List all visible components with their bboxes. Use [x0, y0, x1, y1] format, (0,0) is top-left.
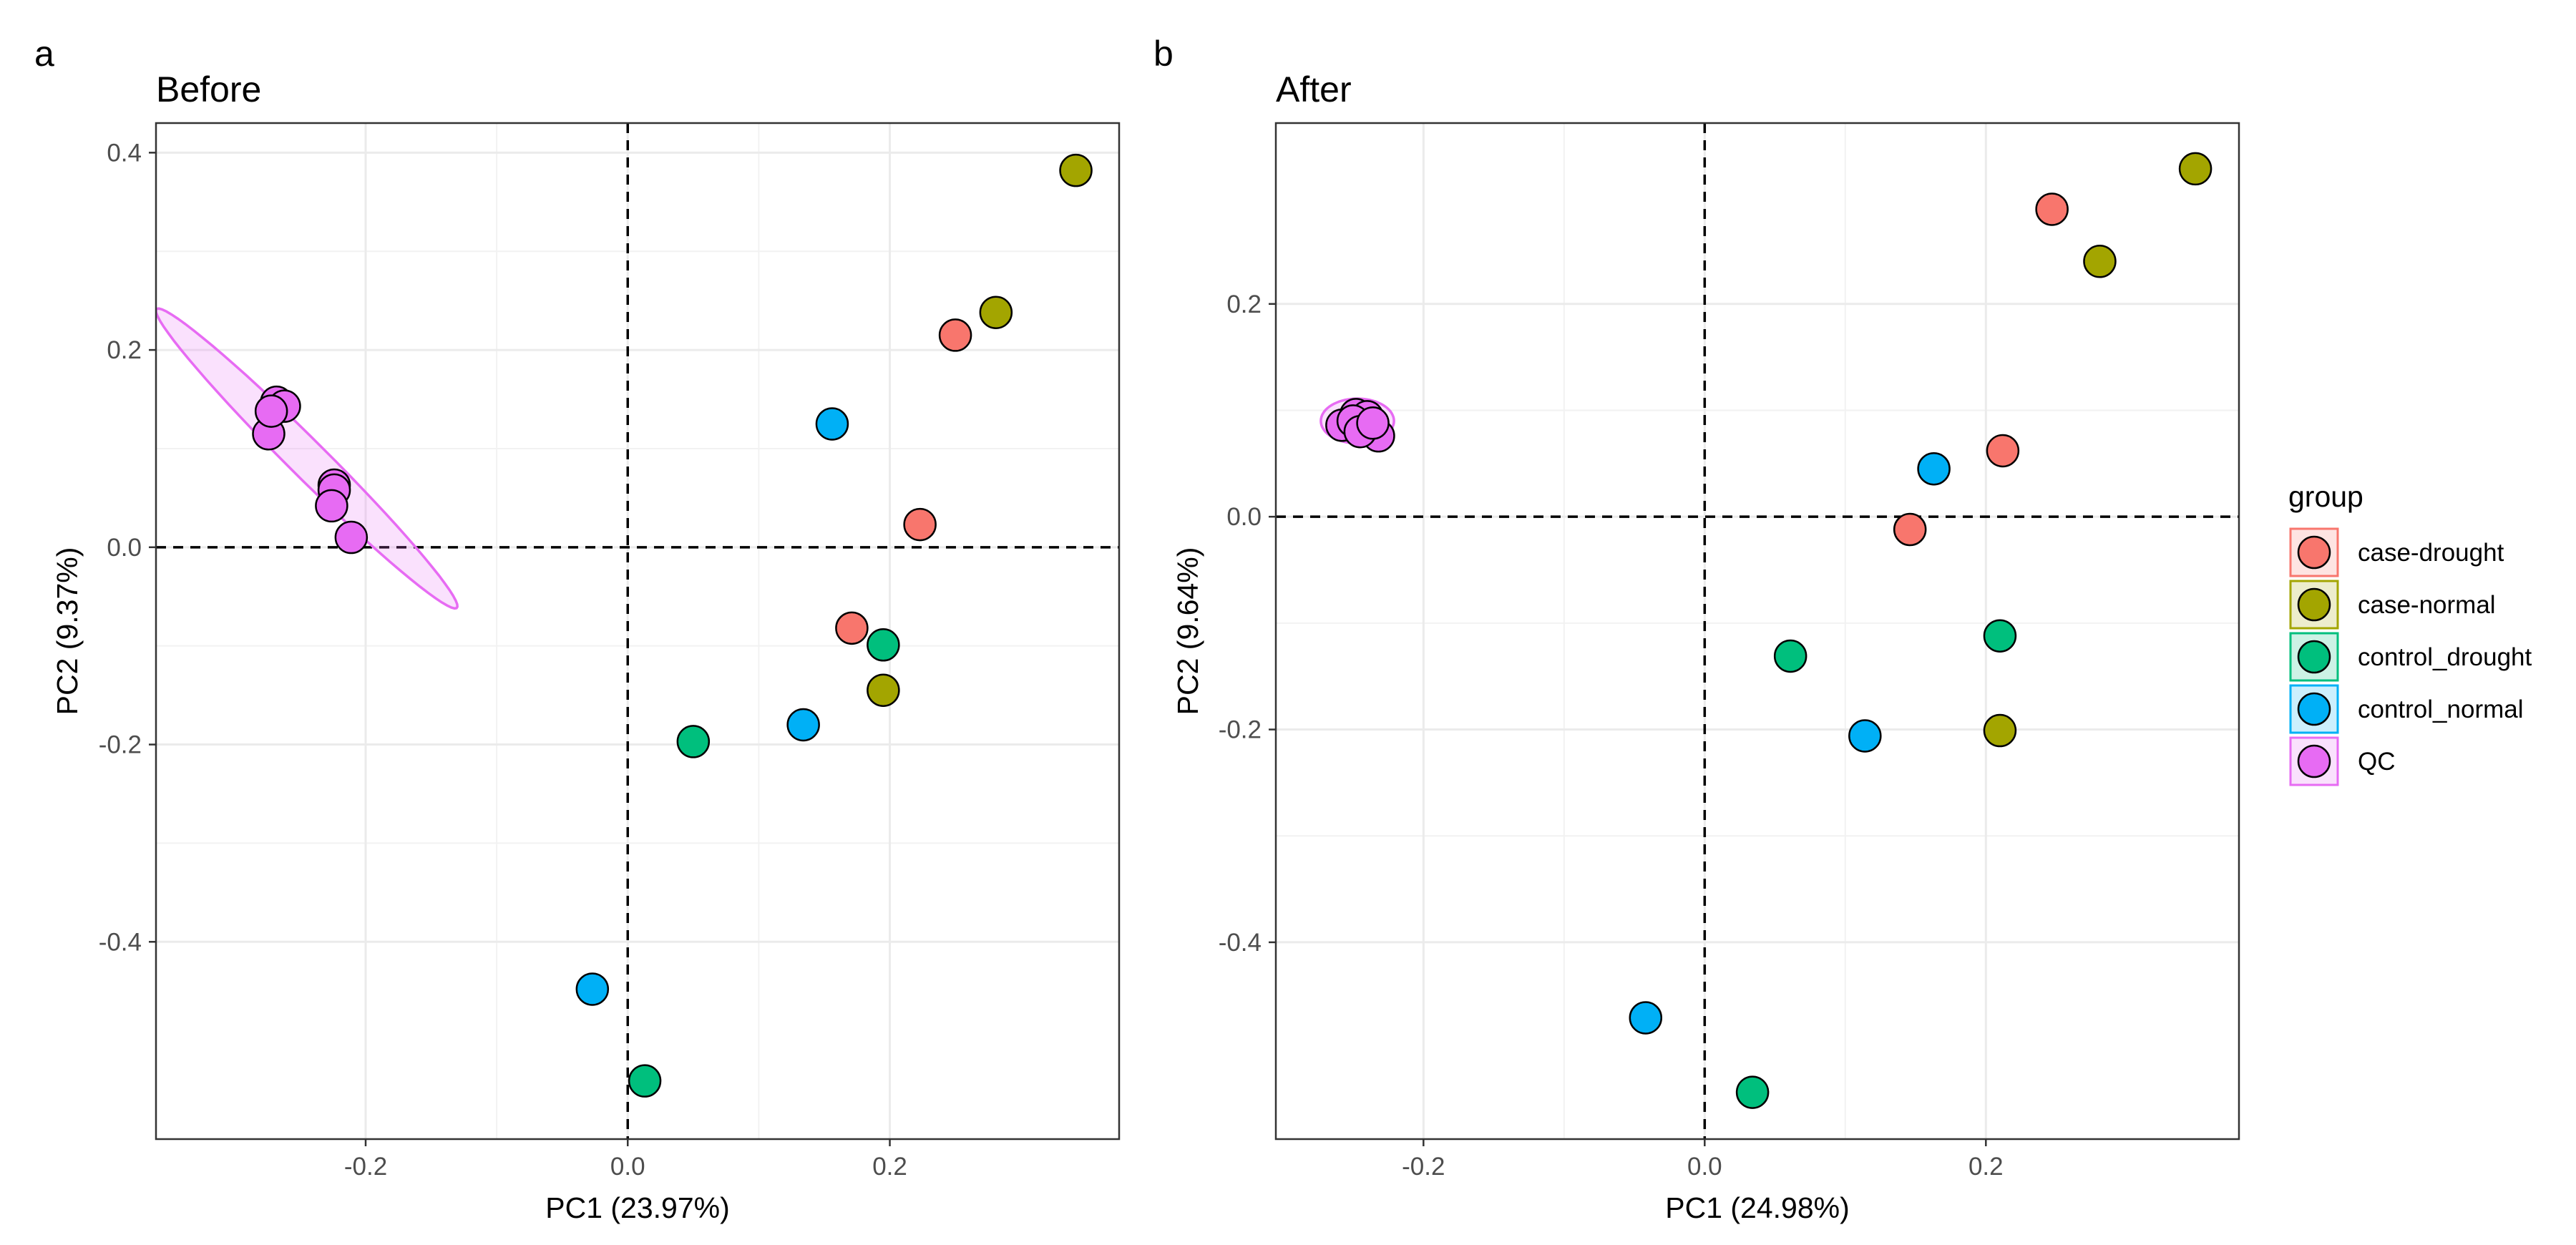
point-control-drought: [628, 1064, 662, 1098]
legend-title: group: [2288, 480, 2363, 513]
x-tick-label: 0.0: [1687, 1153, 1722, 1181]
y-tick-label: 0.2: [1226, 290, 1262, 318]
legend-marker: [2297, 535, 2331, 570]
y-axis-title: PC2 (9.37%): [51, 547, 84, 716]
y-tick-label: -0.2: [1219, 716, 1262, 744]
point-control-drought: [1983, 619, 2017, 653]
legend-label: control_normal: [2358, 695, 2524, 723]
legend-label: case-drought: [2358, 539, 2504, 567]
x-axis-title: PC1 (23.97%): [545, 1191, 730, 1224]
x-tick-label: 0.2: [1968, 1153, 2004, 1181]
legend-item: case-normal: [2289, 580, 2496, 630]
legend-item: control_drought: [2289, 632, 2532, 682]
plot-background: [1276, 123, 2239, 1139]
point-case-normal: [1983, 713, 2017, 748]
plot-area: [1276, 123, 2239, 1139]
point-qc: [334, 520, 369, 555]
y-tick-label: -0.4: [1219, 929, 1262, 957]
point-control-normal: [1848, 719, 1882, 753]
point-control-normal: [1917, 451, 1951, 486]
y-tick-label: 0.0: [1226, 503, 1262, 531]
point-qc: [315, 489, 348, 523]
point-case-normal: [1059, 153, 1093, 187]
point-control-normal: [815, 407, 849, 441]
y-tick-label: 0.0: [107, 534, 142, 562]
point-control-normal: [1629, 1001, 1663, 1035]
y-tick-label: -0.2: [99, 731, 142, 759]
legend-marker: [2297, 692, 2331, 726]
point-control-drought: [676, 725, 711, 758]
point-control-drought: [1773, 639, 1807, 673]
point-case-drought: [2035, 192, 2069, 226]
point-control-normal: [575, 972, 610, 1006]
plot-area: [156, 123, 1119, 1139]
x-tick-label: -0.2: [1402, 1153, 1445, 1181]
point-case-drought: [903, 507, 937, 542]
x-tick-label: 0.0: [610, 1153, 645, 1181]
point-case-normal: [979, 296, 1013, 329]
panel-letter: b: [1153, 34, 1174, 74]
legend-item: case-drought: [2289, 527, 2504, 577]
point-case-normal: [867, 673, 900, 707]
legend-item: control_normal: [2289, 684, 2524, 734]
point-case-drought: [938, 318, 972, 352]
y-axis-title: PC2 (9.64%): [1171, 547, 1204, 716]
panel-a: -0.2 0.0 0.2 0.4 0.2 0.0 -0.2 -0.4 PC1 (23.97%) P…: [34, 34, 1121, 1224]
panel-title: Before: [156, 69, 261, 109]
legend-item: QC: [2289, 736, 2396, 786]
point-case-drought: [1986, 434, 2020, 468]
y-tick-label: -0.4: [99, 928, 142, 956]
point-case-normal: [2178, 152, 2212, 186]
point-case-normal: [2083, 245, 2117, 278]
legend-marker: [2297, 587, 2331, 622]
x-tick-label: -0.2: [344, 1153, 387, 1181]
plot-background: [156, 123, 1119, 1139]
legend-label: case-normal: [2358, 591, 2496, 619]
panel-letter: a: [34, 34, 54, 74]
legend-marker: [2297, 640, 2331, 674]
point-case-drought: [1893, 512, 1927, 547]
panel-title: After: [1276, 69, 1352, 109]
point-qc: [254, 394, 288, 428]
panel-border: [1274, 122, 2240, 1141]
y-tick-label: 0.2: [107, 336, 142, 364]
point-qc: [1356, 406, 1390, 440]
point-control-normal: [786, 708, 820, 742]
panel-b: -0.2 0.0 0.2 0.2 0.0 -0.2 -0.4 PC1 (24.98%) PC2 …: [1153, 34, 2240, 1224]
x-axis-title: PC1 (24.98%): [1665, 1191, 1850, 1224]
legend-label: control_drought: [2358, 643, 2532, 671]
y-tick-label: 0.4: [107, 139, 142, 167]
legend-marker: [2297, 744, 2331, 778]
point-control-drought: [867, 628, 900, 662]
panel-border: [155, 122, 1121, 1141]
legend: group case-drought case-normal control_drou…: [2288, 480, 2532, 786]
point-case-drought: [835, 611, 869, 645]
x-tick-label: 0.2: [872, 1153, 907, 1181]
legend-label: QC: [2358, 748, 2396, 776]
point-control-drought: [1735, 1075, 1770, 1109]
